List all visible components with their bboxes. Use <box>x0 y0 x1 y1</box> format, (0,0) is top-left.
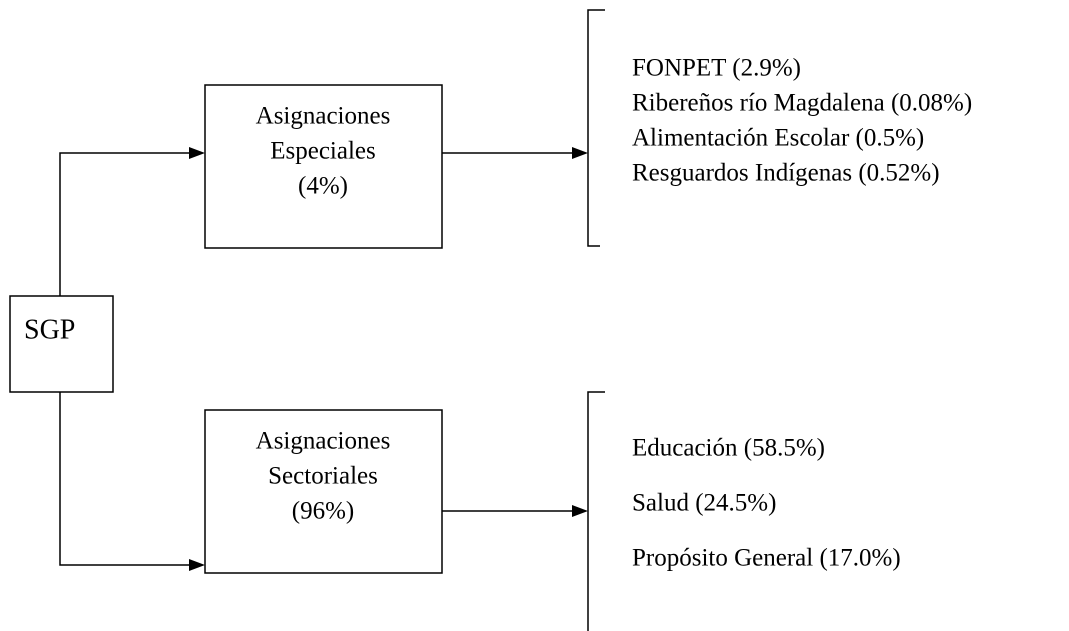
arrowhead <box>572 147 588 159</box>
arrowhead <box>189 147 205 159</box>
branch-label: Especiales <box>270 138 376 165</box>
arrowhead <box>572 505 588 517</box>
item: Salud (24.5%) <box>632 490 776 517</box>
root-label: SGP <box>24 314 75 345</box>
bracket <box>587 9 605 247</box>
item: Ribereños río Magdalena (0.08%) <box>632 90 972 117</box>
item: Educación (58.5%) <box>632 435 825 462</box>
item: Propósito General (17.0%) <box>632 545 901 572</box>
branch-label: Sectoriales <box>268 463 378 490</box>
item: FONPET (2.9%) <box>632 55 801 82</box>
bracket <box>587 391 605 631</box>
branch-label: (96%) <box>292 498 354 525</box>
root-box <box>9 295 114 393</box>
item: Resguardos Indígenas (0.52%) <box>632 160 940 187</box>
branch-label: (4%) <box>298 173 348 200</box>
branch-label: Asignaciones <box>256 428 391 455</box>
branch-box <box>204 84 443 249</box>
branch-box <box>204 409 443 574</box>
arrowhead <box>189 559 205 571</box>
connector <box>59 152 195 566</box>
branch-label: Asignaciones <box>256 103 391 130</box>
item: Alimentación Escolar (0.5%) <box>632 125 924 152</box>
